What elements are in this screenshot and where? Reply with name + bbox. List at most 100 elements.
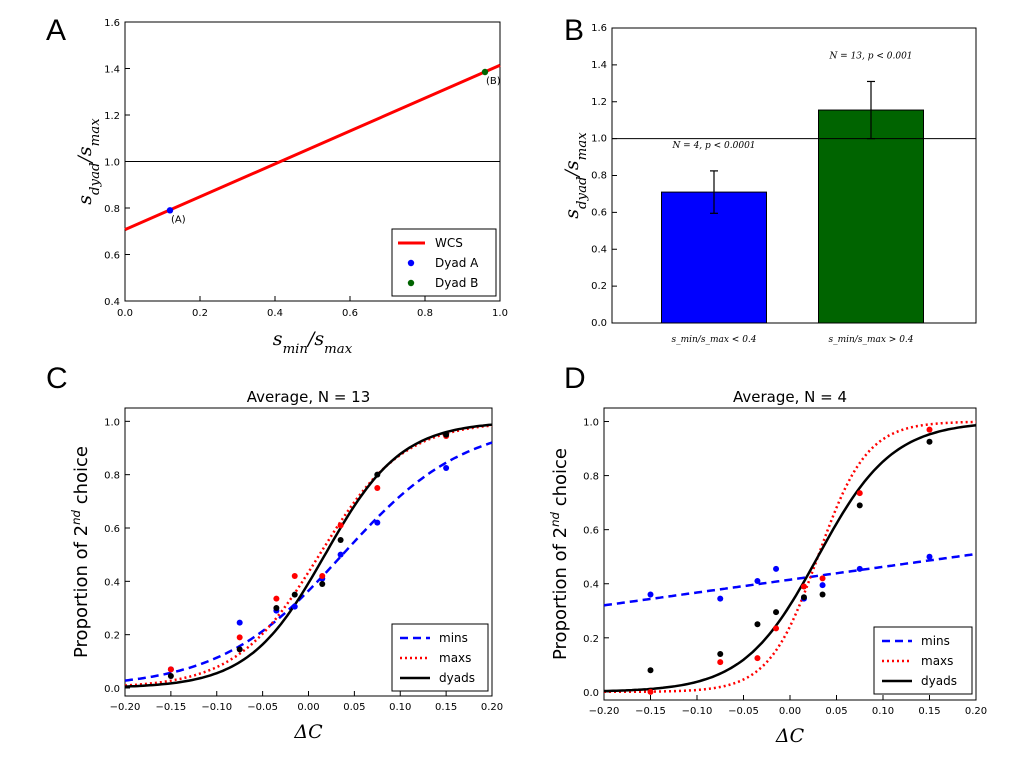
panel-c-point-mins [236,619,243,626]
panel-a-ytick-label: 0.4 [104,297,120,308]
panel-a-xtick-label: 0.0 [117,308,133,319]
panel-c-xtick-label: 0.20 [481,702,503,713]
panel-d-xtick-label: 0.05 [825,706,847,717]
panel-c-point-maxs [273,595,280,602]
panel-d-legend-box [873,626,973,695]
panel-d-ytick-label: 0.2 [583,634,599,645]
panel-c-legend-box [391,623,489,692]
panel-c-ylabel: Proportion of 2nd choice [69,446,92,658]
panel-b-ytick-label: 1.4 [591,60,607,71]
panel-letter-d: D [564,362,586,395]
panel-c-point-dyads [236,646,243,653]
panel-d-point-mins [754,578,761,585]
panel-d-ytick-label: 1.0 [583,418,599,429]
panel-c-ytick-label: 0.6 [104,524,120,535]
panel-d-point-mins [717,595,724,602]
panel-d-ytick-label: 0.0 [583,688,599,699]
panel-d-point-dyads [717,651,724,658]
panel-d-point-mins [926,553,933,560]
panel-d-point-dyads [926,438,933,445]
panel-c-xtick-label: 0.05 [343,702,365,713]
panel-a-chart: 0.0 0.2 0.4 0.6 0.8 1.0 0.4 0.6 0.8 1.0 1.2 1.4 1.6 (… [104,18,508,319]
panel-letter-c: C [46,362,68,395]
panel-a-wcs-line [124,63,501,231]
panel-b-ytick-label: 1.2 [591,97,607,108]
panel-d-legend-label: mins [921,634,950,648]
panel-b-bar [661,191,767,324]
panel-c-ytick-label: 0.2 [104,631,120,642]
panel-c-xtick-label: 0.00 [297,702,319,713]
panel-b-ytick-label: 1.0 [591,134,607,145]
panel-b-annotation: N = 13, p < 0.001 [828,51,912,61]
panel-b-annotation: N = 4, p < 0.0001 [671,141,755,151]
panel-b-category-label: s_min/s_max < 0.4 [671,335,756,345]
panel-c-xlabel: ΔC [293,721,323,743]
panel-d-legend-label: dyads [921,674,957,688]
panel-b-ylabel: sdyad/smax [561,132,590,219]
panel-c-ytick-label: 0.4 [104,577,120,588]
panel-a-ytick-label: 0.8 [104,204,120,215]
panel-a-ylabel: sdyad/smax [74,118,103,205]
panel-d-point-maxs [754,655,761,662]
panel-d-ytick-label: 0.4 [583,580,599,591]
panel-d-point-maxs [819,575,826,582]
panel-d-xtick-label: −0.15 [635,706,666,717]
panel-a-xtick-label: 0.2 [192,308,208,319]
panel-c-point-mins [443,465,450,471]
panel-d-chart: −0.20 −0.15 −0.10 −0.05 0.00 0.05 0.10 0.15 0.20… [548,388,987,747]
panel-c-point-maxs [337,522,344,529]
panel-d-point-mins [856,565,863,572]
panel-c-point-dyads [337,537,344,543]
panel-d-xtick-label: 0.10 [872,706,894,717]
panel-a-ytick-label: 1.0 [104,158,120,169]
panel-d-point-dyads [773,609,780,616]
panel-a-ytick-label: 1.4 [104,65,120,76]
panel-c-point-mins [291,603,298,610]
panel-a-xtick-label: 1.0 [492,308,508,319]
panel-c-legend-label: mins [439,631,468,645]
panel-c-xtick-label: −0.20 [110,702,141,713]
panel-c-point-dyads [273,605,280,611]
panel-c-ytick-label: 0.8 [104,471,120,482]
panel-b-chart: 0.0 0.2 0.4 0.6 0.8 1.0 1.2 1.4 1.6 N = 4, p < 0.… [591,23,977,345]
panel-c-point-dyads [319,581,326,587]
panel-d-point-mins [647,591,654,598]
panel-c-point-maxs [167,666,174,673]
panel-c-curve-maxs [124,424,493,687]
panel-b-ytick-label: 0.2 [591,281,607,292]
panel-c-ytick-label: 1.0 [104,417,120,428]
panel-d-point-dyads [819,591,826,598]
panel-a-dyad-label: (B) [486,76,501,87]
panel-a-dyad-point [166,207,174,214]
panel-c-point-dyads [374,471,381,478]
panel-d-ytick-label: 0.8 [583,472,599,483]
panel-a-legend-swatch [407,279,415,287]
panel-d-xtick-label: −0.05 [728,706,759,717]
panel-d-point-dyads [856,502,863,509]
panel-d-point-maxs [717,659,724,666]
panel-c-chart: −0.20 −0.15 −0.10 −0.05 0.00 0.05 0.10 0.15 0.20… [69,388,503,743]
panel-a-ytick-label: 0.6 [104,251,120,262]
panel-d-point-maxs [800,583,807,590]
panel-c-legend-label: dyads [439,671,475,685]
panel-d-point-dyads [800,594,807,601]
panel-c-legend: mins maxs dyads [391,623,489,692]
panel-d-curve-mins [603,552,977,607]
panel-b-ytick-label: 1.6 [591,23,607,34]
panel-d-point-maxs [926,426,933,433]
panel-c-legend-label: maxs [439,651,471,665]
panel-d-xtick-label: 0.20 [965,706,987,717]
panel-c-point-dyads [443,431,450,438]
panel-c-point-maxs [291,573,298,579]
panel-b-ytick-label: 0.6 [591,207,607,218]
panel-c-point-mins [337,551,344,558]
panel-a-xtick-label: 0.6 [342,308,358,319]
panel-c-xtick-label: 0.15 [435,702,457,713]
panel-d-point-dyads [647,667,654,674]
panel-a-legend-label: Dyad B [435,276,478,290]
panel-c-point-maxs [374,485,381,491]
panel-c-point-dyads [291,591,298,598]
panel-b-ytick-label: 0.8 [591,171,607,182]
panel-b-ytick-label: 0.4 [591,244,607,255]
